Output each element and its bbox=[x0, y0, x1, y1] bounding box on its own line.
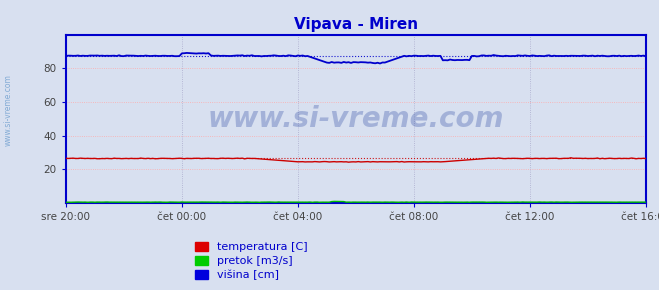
Text: www.si-vreme.com: www.si-vreme.com bbox=[4, 74, 13, 146]
Text: www.si-vreme.com: www.si-vreme.com bbox=[208, 105, 504, 133]
Title: Vipava - Miren: Vipava - Miren bbox=[294, 17, 418, 32]
Legend: temperatura [C], pretok [m3/s], višina [cm]: temperatura [C], pretok [m3/s], višina [… bbox=[190, 238, 312, 284]
